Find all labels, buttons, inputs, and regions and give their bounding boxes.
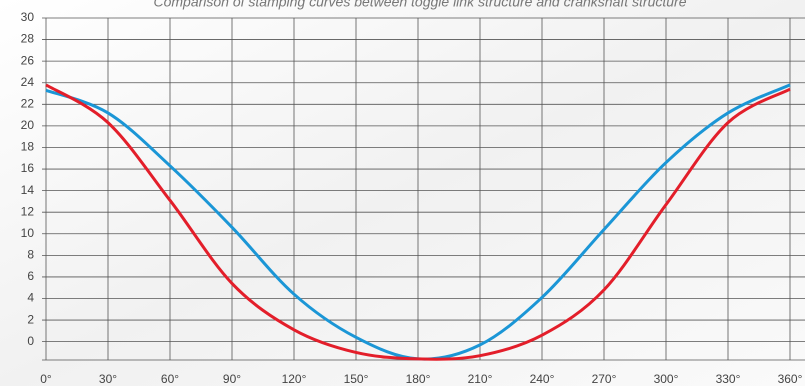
x-tick-label: 360° [778,372,803,386]
y-tick-label: 26 [21,53,35,67]
chart-title: Comparison of stamping curves between to… [153,0,686,10]
x-tick-label: 30° [99,372,117,386]
y-tick-label: 8 [27,248,34,262]
x-tick-label: 60° [161,372,179,386]
x-tick-label: 270° [592,372,617,386]
lines [45,83,791,361]
y-tick-label: 22 [21,96,35,110]
y-tick-label: 10 [21,226,35,240]
y-tick-label: 30 [21,10,35,24]
y-tick-label: 24 [21,75,35,89]
x-tick-label: 120° [282,372,307,386]
y-tick-label: 2 [27,312,34,326]
y-tick-label: 18 [21,140,35,154]
y-tick-label: 16 [21,161,35,175]
x-tick-label: 150° [344,372,369,386]
y-tick-label: 20 [21,118,35,132]
y-tick-label: 6 [27,269,34,283]
x-tick-label: 240° [530,372,555,386]
x-tick-label: 300° [654,372,679,386]
series-line [45,83,791,361]
x-tick-label: 90° [223,372,241,386]
y-tick-label: 0 [27,334,34,348]
x-tick-label: 0° [40,372,52,386]
y-tick-label: 28 [21,32,35,46]
x-tick-label: 330° [716,372,741,386]
x-tick-label: 210° [468,372,493,386]
y-tick-label: 14 [21,183,35,197]
y-tick-label: 12 [21,204,35,218]
x-tick-label: 180° [406,372,431,386]
y-tick-label: 4 [27,291,34,305]
